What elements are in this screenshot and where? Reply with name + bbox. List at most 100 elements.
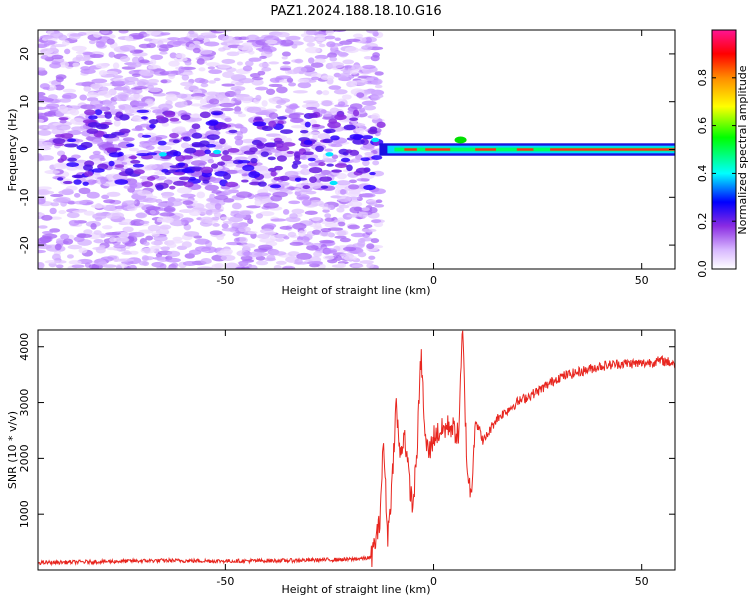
spectrogram-cell [275, 142, 284, 149]
spectrogram-cell [186, 205, 193, 209]
spectrogram-cell [143, 197, 158, 203]
spectrogram-cell [347, 224, 360, 230]
spectrogram-cell [300, 168, 311, 176]
spectrogram-cell [171, 127, 187, 133]
spectrogram-cell [122, 137, 135, 142]
spectrogram-cell [136, 81, 147, 87]
spectrogram-cell [319, 176, 332, 182]
spectrogram-cell [276, 116, 288, 120]
spectrogram-cell [337, 195, 352, 203]
spectrogram-cell [333, 89, 348, 95]
spectrogram-cell [255, 213, 264, 219]
spectrogram-cell [324, 148, 333, 152]
spectrogram-cell [288, 82, 297, 87]
spectrogram-cell [114, 179, 129, 185]
spectrogram-cell [200, 82, 209, 88]
spectrogram-cell [95, 63, 109, 69]
spectrogram-cell [68, 219, 80, 226]
spectrogram-cell [211, 264, 222, 269]
spectrogram-cell [100, 177, 107, 185]
spectrogram-cell [147, 78, 160, 84]
spectrogram-cell [334, 163, 348, 168]
spectrogram-cell [93, 258, 107, 266]
spectrogram-cell [80, 68, 96, 75]
spectrogram-cell [335, 255, 342, 261]
spectrogram-cell [108, 51, 115, 58]
spectrogram-cell [262, 46, 277, 53]
spectrogram-cell [306, 131, 321, 135]
snr-series-line [38, 330, 675, 568]
spectrogram-cell [247, 218, 254, 225]
spectrogram-cell [324, 213, 332, 219]
spectrogram-cell [327, 227, 344, 231]
spectrogram-cell [363, 105, 377, 111]
spectrogram-cell [103, 204, 118, 211]
spectrogram-cell [54, 260, 67, 264]
colorbar-axis: 0.0 0.2 0.4 0.6 0.8 [696, 69, 736, 278]
spectrogram-cell [241, 173, 249, 177]
spectrogram-cell [254, 199, 262, 207]
spectrogram-cell [83, 229, 93, 235]
spectrogram-cell [351, 64, 362, 71]
spectrogram-cell [61, 188, 74, 196]
spectrogram-cell [224, 169, 239, 174]
spectrogram-cell [49, 228, 61, 233]
spectrogram-cell [287, 251, 300, 257]
spectrogram-cell [150, 54, 164, 61]
spectrogram-cell [288, 112, 301, 120]
spectrogram-cell [153, 235, 168, 242]
spectrogram-cell [215, 122, 228, 130]
spectrogram-cell [337, 230, 347, 236]
spectrogram-cell [297, 82, 312, 89]
spectrogram-cell [355, 127, 365, 134]
spectrogram-cell [334, 37, 341, 42]
spectrogram-cell [126, 89, 137, 95]
spectrogram-cell [369, 126, 378, 133]
spectrogram-cell [50, 31, 64, 39]
top-y-tick-label: -20 [18, 236, 31, 254]
spectrogram-cell [318, 203, 329, 208]
spectrogram-cell [60, 233, 70, 240]
spectrogram-cell [115, 264, 123, 269]
top-y-tick-label: 20 [18, 47, 31, 61]
spectrogram-cell [337, 221, 346, 227]
spectrogram-cell [103, 111, 112, 115]
spectrogram-cell [210, 163, 219, 169]
spectrogram-cell [151, 232, 160, 237]
spectrogram-cell [73, 192, 81, 198]
spectrogram-cell [112, 62, 120, 69]
spectrogram-cell [101, 225, 113, 230]
spectrogram-cell [170, 262, 179, 268]
spectrogram-cell [149, 210, 157, 215]
spectrogram-cell [141, 134, 152, 138]
spectrogram-cell [55, 110, 62, 116]
spectrogram-cell [363, 224, 373, 229]
spectrogram-cell [260, 151, 269, 157]
spectrogram-cell [357, 240, 366, 247]
spectrogram-cell [38, 140, 48, 148]
spectrogram-cell [39, 48, 54, 54]
top-x-tick-label: -50 [216, 274, 234, 287]
spectrogram-cell [169, 132, 179, 139]
bottom-y-tick-label: 1000 [18, 500, 31, 528]
spectrogram-cell [314, 54, 329, 60]
spectrogram-cell [194, 238, 210, 245]
spectrogram-cell [93, 230, 102, 235]
spectrogram-cell [132, 163, 145, 168]
spectrogram-cell [271, 251, 287, 256]
spectrogram-cell [265, 39, 278, 45]
spectrogram-cell [164, 70, 179, 74]
spectrogram-cell [336, 207, 345, 213]
spectrogram-cell [165, 93, 177, 98]
spectrogram-cell [288, 200, 301, 205]
spectrogram-cell [257, 181, 267, 187]
spectrogram-cell [245, 60, 254, 67]
spectrogram-cell [95, 41, 106, 48]
spectrogram-cell [199, 111, 211, 119]
spectrogram-cell [157, 145, 172, 151]
spectrogram-cell [192, 149, 207, 157]
spectrogram-cell [75, 159, 87, 163]
spectrogram-cell [315, 34, 326, 38]
spectrogram-cell [113, 80, 126, 86]
spectrogram-cell [258, 244, 273, 251]
